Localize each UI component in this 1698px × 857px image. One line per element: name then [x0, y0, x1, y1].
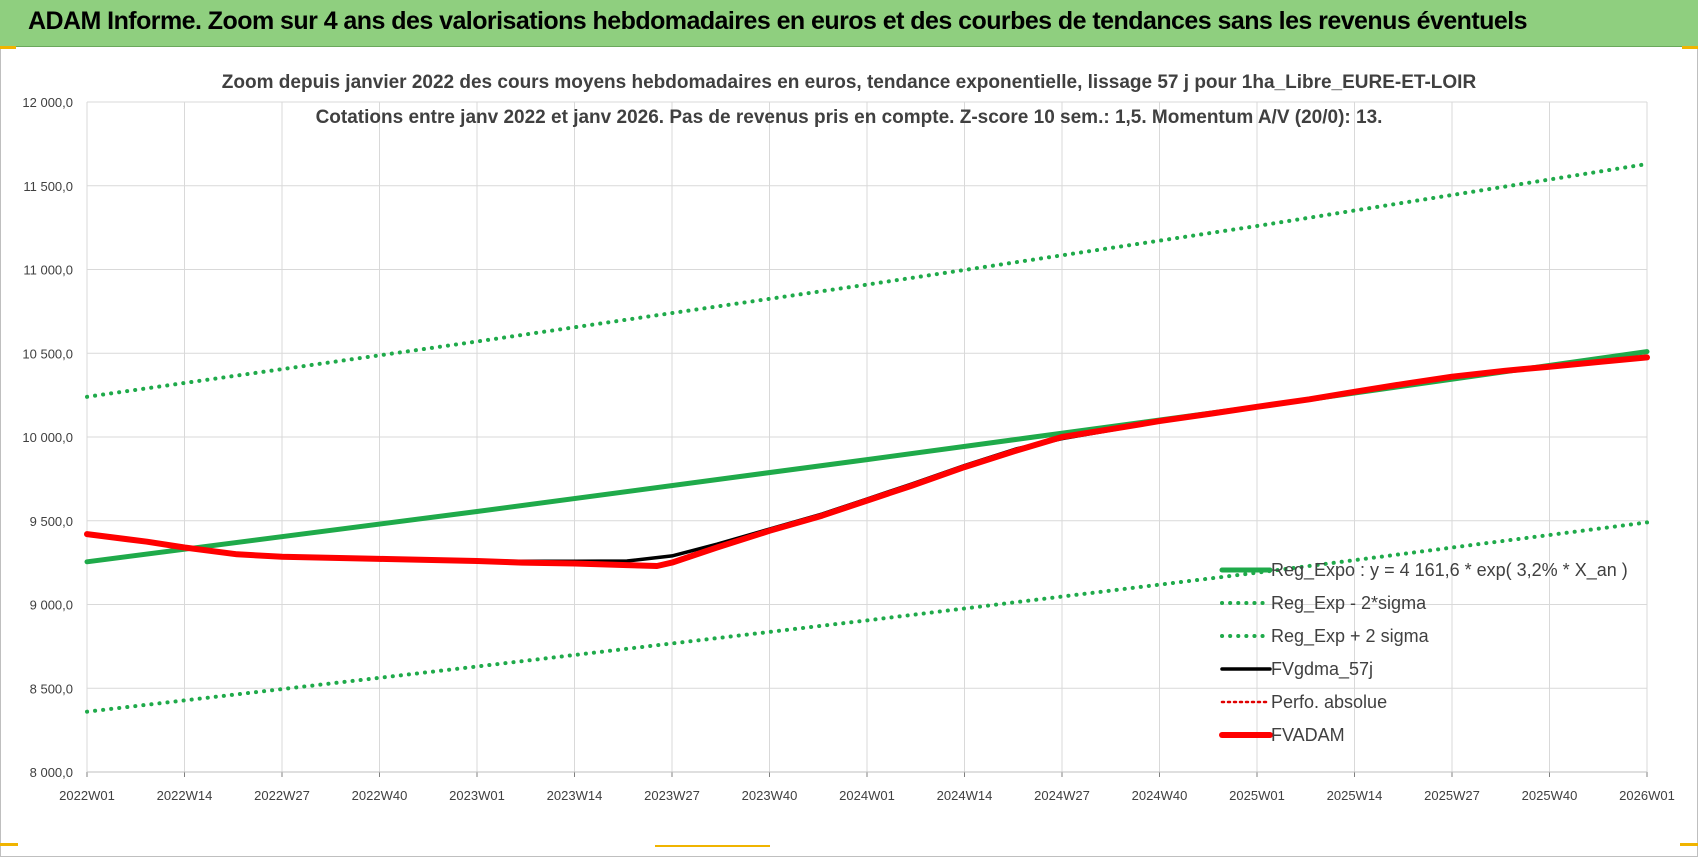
x-tick-label: 2023W40	[742, 788, 798, 803]
series-lines	[84, 162, 1650, 714]
x-tick-label: 2023W27	[644, 788, 700, 803]
x-tick-label: 2023W01	[449, 788, 505, 803]
x-tick-label: 2025W40	[1522, 788, 1578, 803]
x-tick-label: 2024W27	[1034, 788, 1090, 803]
header-banner: ADAM Informe. Zoom sur 4 ans des valoris…	[0, 0, 1698, 47]
legend-label: FVADAM	[1271, 725, 1345, 745]
y-tick-label: 11 000,0	[23, 263, 73, 278]
y-tick-label: 8 000,0	[30, 765, 73, 780]
chart-title-line-1: Zoom depuis janvier 2022 des cours moyen…	[222, 72, 1477, 93]
x-tick-label: 2022W40	[352, 788, 408, 803]
legend: Reg_Expo : y = 4 161,6 * exp( 3,2% * X_a…	[1219, 560, 1628, 745]
legend-item-perfo: Perfo. absolue	[1220, 692, 1387, 712]
y-tick-label: 9 000,0	[30, 598, 73, 613]
y-tick-label: 9 500,0	[30, 514, 73, 529]
y-axis-ticks: 8 000,0 8 500,0 9 000,0 9 500,0 10 000,0 10 5…	[22, 95, 73, 780]
x-tick-label: 2022W27	[254, 788, 310, 803]
legend-item-fvadam: FVADAM	[1219, 725, 1345, 745]
corner-mark-top-right	[1682, 46, 1698, 49]
legend-label: Reg_Exp + 2 sigma	[1271, 626, 1430, 647]
corner-mark-bottom-center	[655, 845, 770, 847]
x-tick-label: 2022W14	[157, 788, 213, 803]
x-tick-label: 2024W40	[1132, 788, 1188, 803]
y-tick-label: 10 500,0	[22, 346, 73, 361]
y-tick-label: 8 500,0	[30, 681, 73, 696]
grid-lines	[86, 101, 1648, 773]
y-tick-label: 11 500,0	[23, 179, 73, 194]
x-tick-label: 2024W01	[839, 788, 895, 803]
x-axis-ticks: 2022W01 2022W14 2022W27 2022W40 2023W01 2023W…	[59, 772, 1675, 803]
x-tick-label: 2025W14	[1327, 788, 1383, 803]
legend-item-reg-expo: Reg_Expo : y = 4 161,6 * exp( 3,2% * X_a…	[1219, 560, 1628, 581]
x-tick-label: 2023W14	[547, 788, 603, 803]
corner-mark-top-left	[0, 46, 16, 49]
corner-mark-bottom-left	[0, 843, 18, 846]
x-tick-label: 2025W01	[1229, 788, 1285, 803]
x-tick-label: 2022W01	[59, 788, 115, 803]
legend-label: Reg_Exp - 2*sigma	[1271, 593, 1427, 614]
x-tick-label: 2024W14	[937, 788, 993, 803]
legend-label: FVgdma_57j	[1271, 659, 1373, 680]
y-tick-label: 12 000,0	[22, 95, 73, 110]
corner-mark-bottom-right	[1680, 843, 1698, 846]
reg-exp-minus-2sigma-line	[85, 520, 1649, 714]
legend-item-fvgdma: FVgdma_57j	[1220, 659, 1373, 680]
legend-item-reg-exp-minus: Reg_Exp - 2*sigma	[1220, 593, 1427, 614]
x-tick-label: 2025W27	[1424, 788, 1480, 803]
legend-label: Perfo. absolue	[1271, 692, 1387, 712]
fvadam-line	[84, 354, 1650, 569]
chart-title-line-2: Cotations entre janv 2022 et janv 2026. …	[316, 107, 1383, 128]
legend-item-reg-exp-plus: Reg_Exp + 2 sigma	[1220, 626, 1430, 647]
y-tick-label: 10 000,0	[22, 430, 73, 445]
legend-label: Reg_Expo : y = 4 161,6 * exp( 3,2% * X_a…	[1271, 560, 1628, 581]
x-tick-label: 2026W01	[1619, 788, 1675, 803]
banner-title: ADAM Informe. Zoom sur 4 ans des valoris…	[28, 7, 1528, 35]
reg-exp-plus-2sigma-line	[85, 162, 1649, 399]
